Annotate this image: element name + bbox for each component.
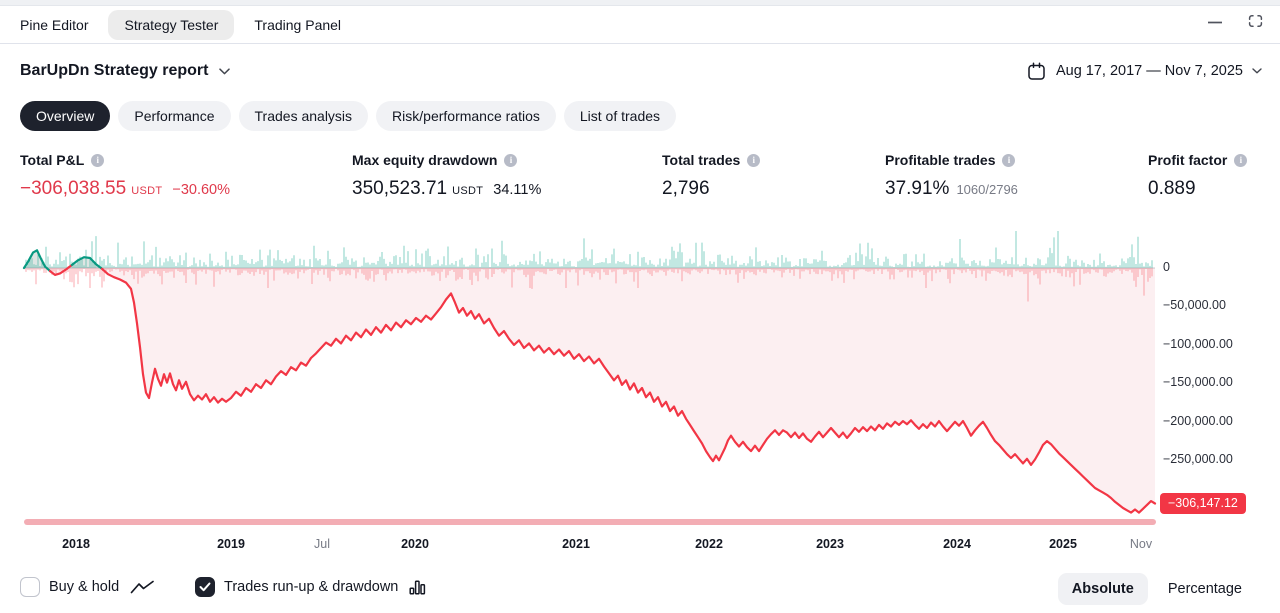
stat-total-p-l: Total P&L i −306,038.55 USDT −30.60% [20,152,230,200]
stat-extra: 34.11% [493,182,542,198]
bar-chart-icon [409,579,426,595]
restore-icon[interactable] [1247,13,1264,29]
time-axis-label: 2021 [562,537,590,551]
time-axis-label: Nov [1129,537,1153,551]
chart-scroll-strip[interactable] [24,519,1156,525]
strategy-report-dropdown[interactable]: BarUpDn Strategy report [20,62,231,80]
chevron-down-icon [219,67,231,75]
stat-label: Max equity drawdown i [352,152,541,168]
price-axis-label: −150,000.00 [1163,375,1233,390]
stat-label-text: Total P&L [20,152,85,168]
stat-label-text: Profitable trades [885,152,996,168]
stat-label: Total P&L i [20,152,230,168]
stat-value: 350,523.71 USDT 34.11% [352,178,541,200]
time-axis-label: 2024 [943,537,971,551]
time-axis-label: 2022 [695,537,723,551]
chart-panel-edge [0,0,1280,6]
stat-extra: −30.60% [172,182,231,198]
trades-runup-toggle[interactable]: Trades run-up & drawdown [195,577,426,597]
last-value-badge: −306,147.12 [1160,492,1246,514]
stat-total-trades: Total trades i 2,796 [662,152,761,200]
stat-label: Profitable trades i [885,152,1018,168]
toolbar-tab-strategy-tester[interactable]: Strategy Tester [108,9,235,40]
stat-unit: USDT [131,185,163,197]
chevron-down-icon [1252,68,1262,74]
stat-value-number: −306,038.55 [20,178,127,199]
report-tab-overview[interactable]: Overview [20,101,111,131]
toolbar-tab-pine-editor[interactable]: Pine Editor [20,16,89,33]
stat-profit-factor: Profit factor i 0.889 [1148,152,1248,200]
toolbar-tab-trading-panel[interactable]: Trading Panel [254,16,342,33]
report-tab-risk-performance-ratios[interactable]: Risk/performance ratios [376,101,556,131]
checkmark-icon [199,582,211,592]
info-icon[interactable]: i [91,153,105,167]
stat-label-text: Max equity drawdown [352,152,498,168]
price-axis-label: 0 [1163,260,1170,274]
report-tab-performance[interactable]: Performance [118,101,231,131]
report-tabs: Overview Performance Trades analysis Risk/p… [20,101,677,131]
info-icon[interactable]: i [747,153,761,167]
price-axis-label: −50,000.00 [1163,298,1226,313]
stat-max-equity-drawdown: Max equity drawdown i 350,523.71 USDT 34.11% [352,152,541,200]
price-axis-label: −100,000.00 [1163,336,1233,351]
time-axis-label: 2025 [1049,537,1077,551]
stat-value: 0.889 [1148,178,1247,200]
scale-toggle: Absolute Percentage [1057,573,1256,605]
trades-runup-checkbox[interactable] [195,577,215,597]
stat-label-text: Profit factor [1148,152,1228,168]
trades-runup-label: Trades run-up & drawdown [224,579,399,595]
date-range-label: Aug 17, 2017 — Nov 7, 2025 [1055,63,1243,79]
window-controls [1207,13,1264,29]
scale-option-absolute[interactable]: Absolute [1057,573,1148,605]
stat-extra: 1060/2796 [956,182,1018,197]
time-axis-label: 2023 [816,537,844,551]
report-tab-list-of-trades[interactable]: List of trades [563,101,677,131]
buy-hold-label: Buy & hold [49,579,120,595]
buy-hold-checkbox[interactable] [20,577,40,597]
line-chart-icon [130,580,155,595]
report-header: BarUpDn Strategy report Aug 17, 2017 — N… [20,55,1262,87]
info-icon[interactable]: i [504,153,518,167]
stat-label: Total trades i [662,152,761,168]
stat-label: Profit factor i [1148,152,1248,168]
stat-value-number: 0.889 [1148,178,1196,199]
equity-chart-svg[interactable] [20,226,1160,526]
bottom-panel-toolbar: Pine Editor Strategy Tester Trading Panel [0,6,1280,44]
report-tab-trades-analysis[interactable]: Trades analysis [238,101,369,131]
stat-value: 2,796 [662,178,760,200]
buy-hold-toggle[interactable]: Buy & hold [20,577,155,597]
stat-value-number: 350,523.71 [352,178,448,199]
stat-label-text: Total trades [662,152,741,168]
stat-value: 37.91% 1060/2796 [885,178,1018,200]
info-icon[interactable]: i [1002,153,1016,167]
date-range-picker[interactable]: Aug 17, 2017 — Nov 7, 2025 [1026,61,1262,82]
calendar-icon [1026,61,1047,82]
info-icon[interactable]: i [1234,153,1248,167]
time-axis-label: Jul [314,537,330,551]
stat-value: −306,038.55 USDT −30.60% [20,178,230,200]
stat-value-number: 37.91% [885,178,950,199]
time-axis-label: 2019 [217,537,245,551]
price-axis-label: −200,000.00 [1163,413,1233,428]
minimize-icon[interactable] [1207,13,1223,29]
scale-option-percentage[interactable]: Percentage [1167,581,1242,597]
toolbar-tabs: Pine Editor Strategy Tester Trading Panel [8,9,353,40]
stat-value-number: 2,796 [662,178,710,199]
stat-profitable-trades: Profitable trades i 37.91% 1060/2796 [885,152,1018,200]
stat-unit: USDT [452,185,484,197]
page-title: BarUpDn Strategy report [20,62,209,79]
time-axis-label: 2020 [401,537,429,551]
time-axis-label: 2018 [62,537,90,551]
price-axis-label: −250,000.00 [1163,452,1233,467]
